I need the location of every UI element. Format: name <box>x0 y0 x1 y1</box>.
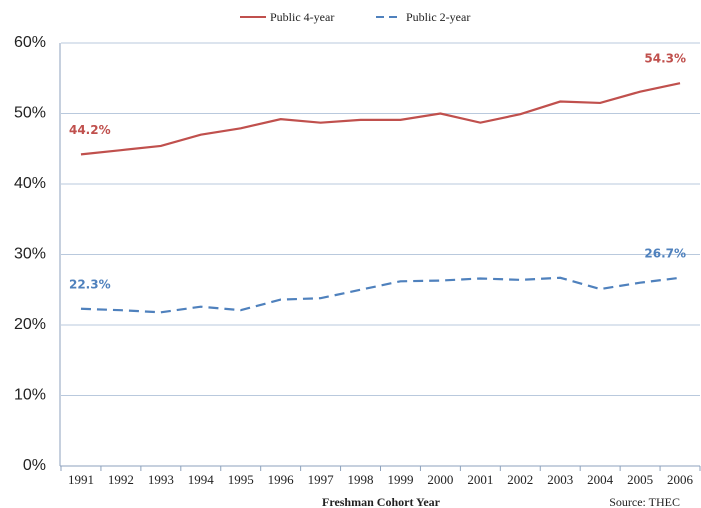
x-tick-label: 1998 <box>348 472 374 487</box>
y-tick-label: 30% <box>14 246 46 263</box>
x-tick-label: 2000 <box>427 472 453 487</box>
legend-label: Public 2-year <box>406 10 470 24</box>
data-label: 26.7% <box>644 246 686 260</box>
legend-label: Public 4-year <box>270 10 334 24</box>
x-tick-label: 1993 <box>148 472 174 487</box>
x-tick-label: 2005 <box>627 472 653 487</box>
x-tick-label: 1995 <box>228 472 254 487</box>
x-tick-label: 2001 <box>467 472 493 487</box>
y-tick-label: 0% <box>23 457 46 474</box>
data-label: 54.3% <box>644 52 686 66</box>
y-tick-label: 40% <box>14 175 46 192</box>
y-tick-label: 20% <box>14 316 46 333</box>
x-tick-label: 1997 <box>308 472 335 487</box>
series-line <box>80 276 681 314</box>
x-tick-label: 2002 <box>507 472 533 487</box>
x-tick-label: 2006 <box>667 472 694 487</box>
data-label: 44.2% <box>69 123 111 137</box>
data-label: 22.3% <box>69 277 111 291</box>
x-tick-label: 1992 <box>108 472 134 487</box>
x-tick-label: 1991 <box>68 472 94 487</box>
x-tick-label: 2003 <box>547 472 573 487</box>
x-axis-title: Freshman Cohort Year <box>322 495 441 508</box>
y-tick-label: 10% <box>14 387 46 404</box>
series-line <box>80 82 681 156</box>
y-tick-label: 50% <box>14 105 46 122</box>
x-tick-label: 1994 <box>188 472 215 487</box>
source-note: Source: THEC <box>609 495 680 508</box>
x-tick-label: 2004 <box>587 472 614 487</box>
y-tick-label: 60% <box>14 34 46 51</box>
x-tick-label: 1996 <box>268 472 295 487</box>
x-tick-label: 1999 <box>387 472 413 487</box>
